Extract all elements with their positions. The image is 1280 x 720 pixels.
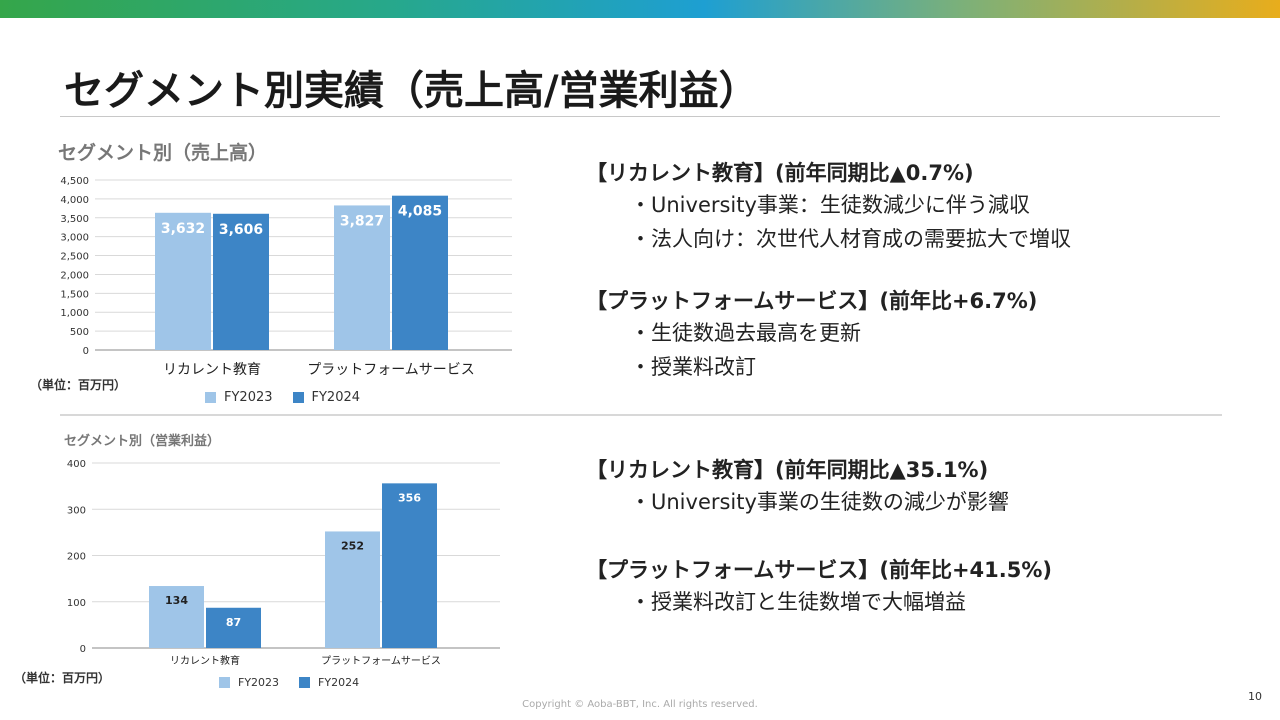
data-label: 356 xyxy=(398,491,421,504)
page-number: 10 xyxy=(1248,690,1262,703)
legend-swatch-fy2023 xyxy=(219,677,230,688)
y-tick-label: 300 xyxy=(67,505,86,516)
bar-fy2023 xyxy=(325,531,380,648)
section-divider xyxy=(60,414,1222,416)
y-tick-label: 4,500 xyxy=(60,176,89,187)
sales-recurrent-bullet: ・University事業：生徒数減少に伴う減収 xyxy=(630,193,1030,217)
bar-fy2024 xyxy=(213,213,269,350)
y-tick-label: 0 xyxy=(83,346,89,357)
y-tick-label: 1,000 xyxy=(60,308,89,319)
y-tick-label: 0 xyxy=(80,644,86,655)
bar-fy2024 xyxy=(206,607,261,648)
profit-platform-heading: 【プラットフォームサービス】(前年比+41.5%) xyxy=(586,558,1053,582)
sales-notes: 【リカレント教育】(前年同期比▲0.7%) ・University事業：生徒数減… xyxy=(586,158,1071,384)
bar-fy2023 xyxy=(155,212,211,350)
title-divider xyxy=(60,116,1220,117)
y-tick-label: 200 xyxy=(67,552,86,563)
category-label: プラットフォームサービス xyxy=(307,362,475,378)
y-tick-label: 4,000 xyxy=(60,195,89,206)
bar-fy2023 xyxy=(149,586,204,648)
y-tick-label: 3,500 xyxy=(60,214,89,225)
legend-swatch-fy2024 xyxy=(299,677,311,688)
category-label: リカレント教育 xyxy=(170,654,240,667)
data-label: 3,632 xyxy=(161,221,205,237)
page-title: セグメント別実績（売上高/営業利益） xyxy=(64,68,759,114)
legend-label-fy2024: FY2024 xyxy=(318,676,360,689)
profit-chart-title: セグメント別（営業利益） xyxy=(64,434,221,449)
legend-label-fy2023: FY2023 xyxy=(224,390,273,405)
legend-swatch-fy2024 xyxy=(292,392,304,403)
sales-unit-label: （単位：百万円） xyxy=(30,378,127,392)
y-tick-label: 500 xyxy=(70,327,89,338)
y-tick-label: 100 xyxy=(67,598,86,609)
profit-platform-bullet: ・授業料改訂と生徒数増で大幅増益 xyxy=(630,590,966,614)
legend-label-fy2024: FY2024 xyxy=(311,390,361,405)
sales-platform-bullet: ・授業料改訂 xyxy=(630,355,756,379)
y-tick-label: 1,500 xyxy=(60,289,89,300)
top-gradient-bar xyxy=(0,0,1280,18)
sales-platform-bullet: ・生徒数過去最高を更新 xyxy=(630,321,861,345)
y-tick-label: 2,500 xyxy=(60,252,89,263)
data-label: 4,085 xyxy=(398,204,442,220)
profit-notes: 【リカレント教育】(前年同期比▲35.1%) ・University事業の生徒数… xyxy=(586,455,1052,619)
sales-recurrent-heading: 【リカレント教育】(前年同期比▲0.7%) xyxy=(586,161,974,185)
data-label: 3,606 xyxy=(219,222,263,238)
y-tick-label: 400 xyxy=(67,459,86,470)
category-label: リカレント教育 xyxy=(163,362,261,378)
sales-recurrent-bullet: ・法人向け：次世代人材育成の需要拡大で増収 xyxy=(630,227,1071,251)
sales-chart-title: セグメント別（売上高） xyxy=(58,142,268,164)
profit-recurrent-bullet: ・University事業の生徒数の減少が影響 xyxy=(630,490,1009,514)
data-label: 3,827 xyxy=(340,213,384,229)
data-label: 87 xyxy=(226,616,241,629)
sales-platform-heading: 【プラットフォームサービス】(前年比+6.7%) xyxy=(586,289,1038,313)
legend-label-fy2023: FY2023 xyxy=(238,676,280,689)
data-label: 252 xyxy=(341,539,364,552)
profit-recurrent-heading: 【リカレント教育】(前年同期比▲35.1%) xyxy=(586,458,989,482)
profit-unit-label: （単位：百万円） xyxy=(14,671,111,685)
bar-fy2024 xyxy=(382,483,437,648)
copyright-footer: Copyright © Aoba-BBT, Inc. All rights re… xyxy=(522,699,758,710)
sales-legend: FY2023 FY2024 xyxy=(205,390,380,405)
data-label: 134 xyxy=(165,594,188,607)
profit-legend: FY2023 FY2024 xyxy=(219,676,379,689)
bar-fy2023 xyxy=(334,205,390,350)
y-tick-label: 3,000 xyxy=(60,233,89,244)
legend-swatch-fy2023 xyxy=(205,392,216,403)
bar-fy2024 xyxy=(392,195,448,350)
y-tick-label: 2,000 xyxy=(60,270,89,281)
category-label: プラットフォームサービス xyxy=(321,655,441,667)
